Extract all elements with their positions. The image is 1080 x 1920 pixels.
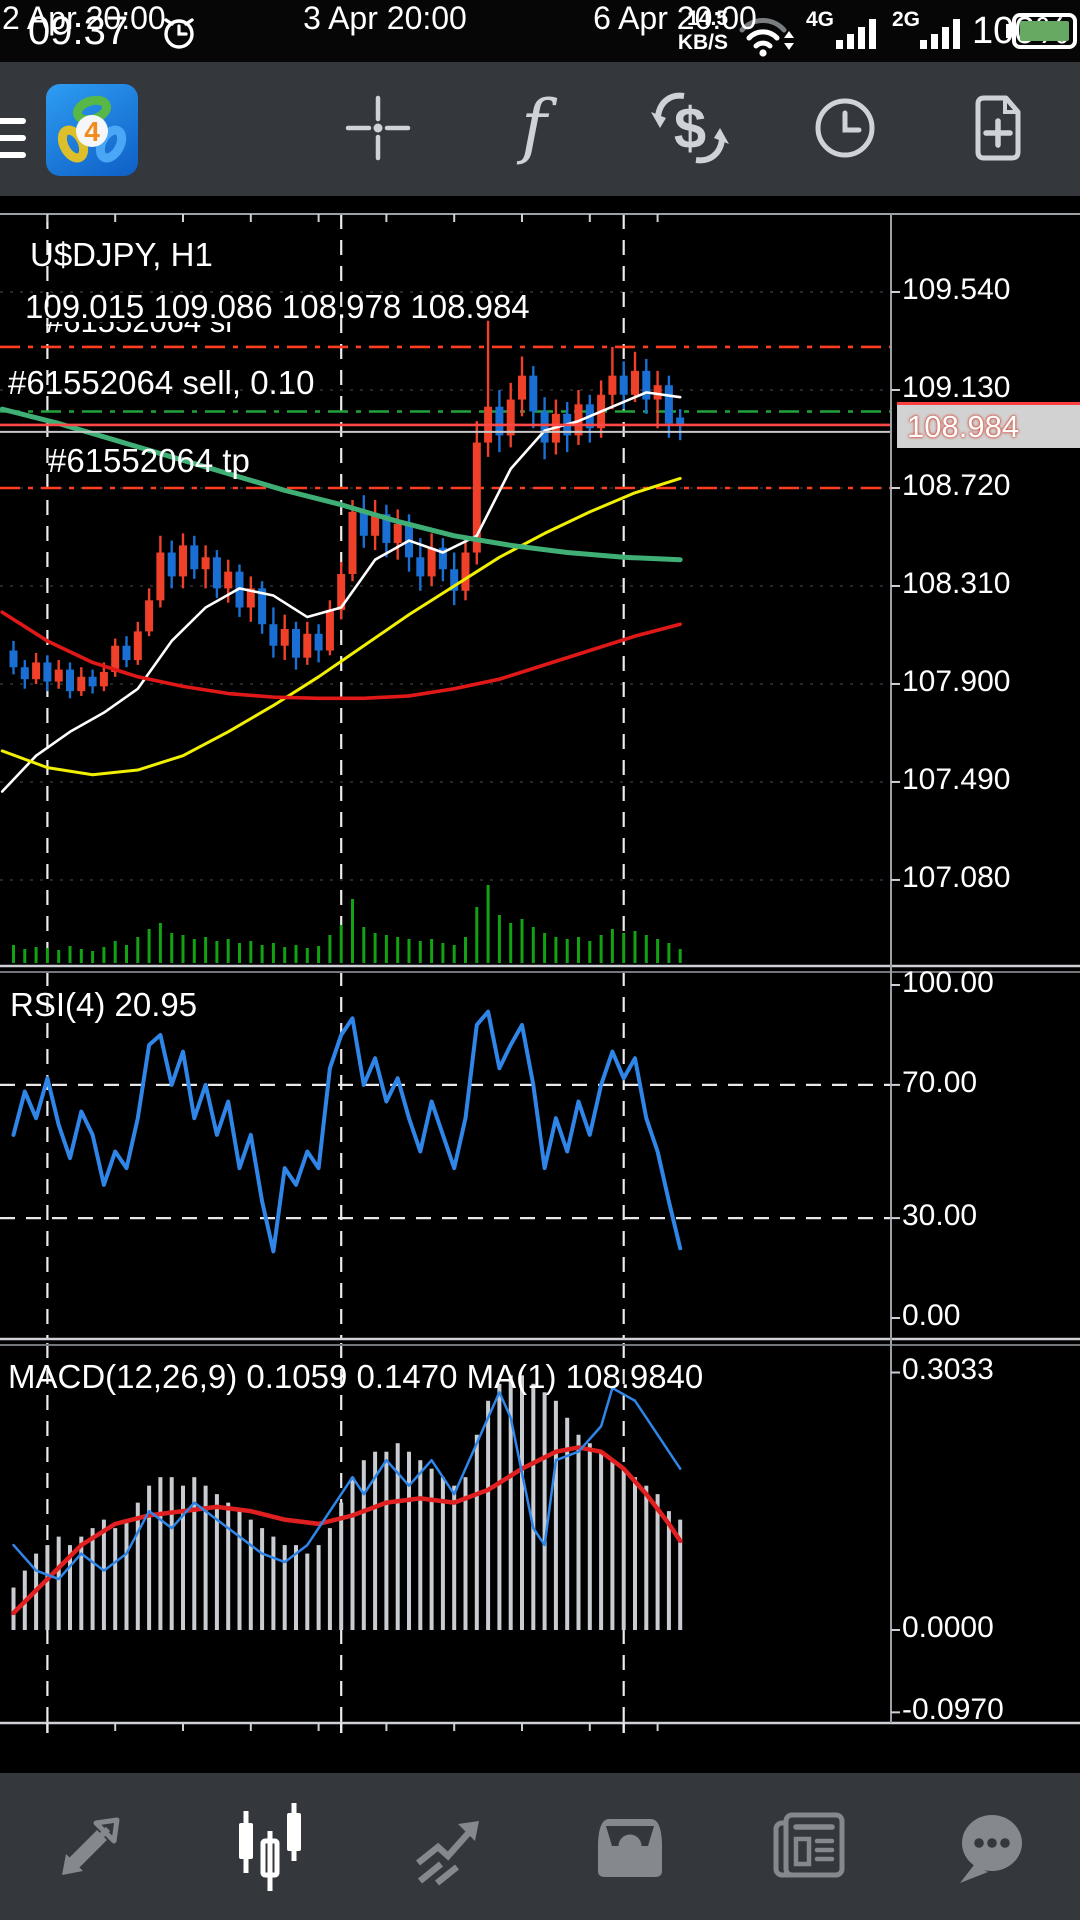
network-speed: 14.5 KB/S bbox=[618, 7, 728, 55]
alarm-clock-icon bbox=[164, 18, 194, 49]
battery-full-icon bbox=[1006, 13, 1077, 49]
price-axis-label: 109.540 bbox=[902, 273, 1011, 306]
new-order-button[interactable] bbox=[960, 88, 1040, 168]
toolbar: 4 f $ bbox=[0, 62, 1080, 196]
nav-quotes[interactable] bbox=[0, 1773, 180, 1920]
macd-axis-label: -0.0970 bbox=[902, 1693, 1004, 1727]
time-axis-label: 3 Apr 20:00 bbox=[303, 0, 467, 36]
macd-axis-label: 0.3033 bbox=[902, 1353, 994, 1387]
nav-chat[interactable] bbox=[900, 1773, 1080, 1920]
charts-icon bbox=[239, 1802, 301, 1891]
svg-text:4: 4 bbox=[84, 116, 100, 147]
nav-news[interactable] bbox=[720, 1773, 900, 1920]
mt4-logo-icon: 4 bbox=[57, 95, 127, 163]
rsi-axis-label: 30.00 bbox=[902, 1199, 978, 1233]
menu-button[interactable] bbox=[0, 118, 30, 174]
sim1-signal-icon bbox=[836, 19, 876, 49]
wifi-icon bbox=[739, 18, 794, 57]
nav-mailbox[interactable] bbox=[540, 1773, 720, 1920]
rsi-axis-label: 0.00 bbox=[902, 1299, 961, 1332]
nav-charts[interactable] bbox=[180, 1773, 360, 1920]
quotes-icon bbox=[62, 1817, 120, 1875]
nav-trade[interactable] bbox=[360, 1773, 540, 1920]
order-sl-label-clipped: #61552064 sl bbox=[46, 322, 232, 344]
time-axis-label: 6 Apr 20:00 bbox=[593, 0, 757, 36]
clock-time: 09:37 bbox=[28, 9, 129, 53]
crosshair-button[interactable] bbox=[338, 88, 418, 168]
current-price-badge: 108.984 bbox=[897, 402, 1080, 448]
order-sell-label: #61552064 sell, 0.10 bbox=[8, 364, 315, 401]
chat-icon bbox=[960, 1814, 1022, 1883]
price-axis-label: 108.310 bbox=[902, 566, 1011, 600]
trade-icon bbox=[415, 1820, 479, 1886]
mt4-logo[interactable]: 4 bbox=[46, 84, 138, 176]
price-axis-label: 107.080 bbox=[902, 860, 1011, 894]
svg-text:$: $ bbox=[674, 96, 706, 161]
time-axis-label: 2 Apr 20:00 bbox=[2, 0, 166, 36]
price-axis-label: 107.490 bbox=[902, 762, 1011, 796]
timeframes-button[interactable] bbox=[805, 88, 885, 168]
sim1-network-type: 4G bbox=[806, 8, 835, 31]
network-speed-unit: KB/S bbox=[677, 31, 728, 54]
macd-label: MACD(12,26,9) 0.1059 0.1470 MA(1) 108.98… bbox=[8, 1358, 704, 1395]
rsi-axis-label: 70.00 bbox=[902, 1065, 978, 1099]
mailbox-icon bbox=[598, 1818, 662, 1877]
indicators-button[interactable]: f bbox=[492, 88, 572, 168]
price-axis-label: 107.900 bbox=[902, 664, 1011, 698]
sim2-network-type: 2G bbox=[892, 8, 921, 31]
price-axis-label: 108.720 bbox=[902, 468, 1011, 502]
order-tp-label: #61552064 tp bbox=[48, 442, 250, 479]
price-axis-label: 109.130 bbox=[902, 371, 1011, 404]
macd-axis-label: 0.0000 bbox=[902, 1611, 994, 1644]
bottom-nav bbox=[0, 1773, 1080, 1920]
currency-exchange-button[interactable]: $ bbox=[650, 88, 730, 168]
status-bar: 09:37 14.5 KB/S 4G 2G bbox=[0, 0, 1080, 62]
rsi-label: RSI(4) 20.95 bbox=[10, 986, 198, 1023]
sim2-signal-icon bbox=[920, 19, 960, 49]
rsi-axis-label: 100.00 bbox=[902, 966, 994, 999]
symbol-title: U$DJPY, H1 bbox=[30, 236, 213, 273]
news-icon bbox=[773, 1812, 845, 1877]
network-speed-value: 14.5 bbox=[687, 7, 728, 30]
ohlc-readout: 109.015 109.086 108.978 108.984 bbox=[25, 288, 530, 325]
